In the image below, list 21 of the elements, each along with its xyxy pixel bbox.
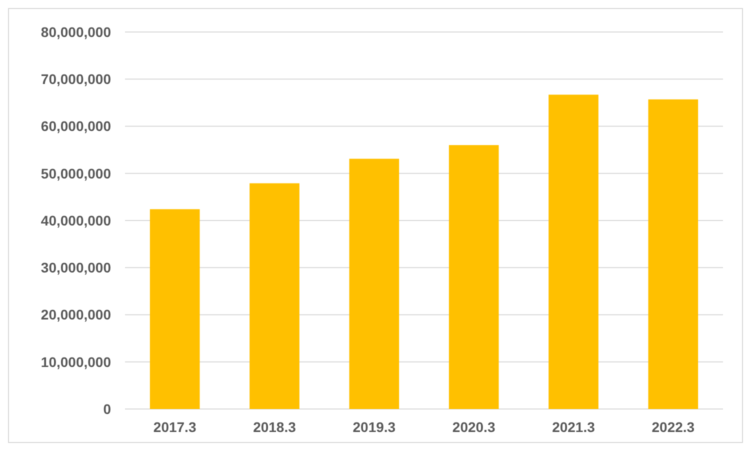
y-tick-label: 30,000,000 [40, 260, 112, 276]
y-tick-label: 40,000,000 [40, 212, 112, 228]
y-tick-label: 20,000,000 [40, 306, 112, 323]
bar [648, 99, 698, 409]
bar [150, 209, 200, 409]
x-tick-label: 2018.3 [253, 419, 296, 435]
bar [349, 158, 400, 409]
bar [548, 94, 598, 409]
y-tick-label: 80,000,000 [40, 24, 112, 40]
x-tick-label: 2019.3 [352, 419, 396, 435]
y-tick-label: 10,000,000 [40, 354, 112, 370]
y-tick-label: 50,000,000 [40, 165, 112, 182]
x-tick-label: 2022.3 [652, 419, 695, 435]
bar [250, 183, 300, 409]
x-tick-label: 2020.3 [452, 419, 496, 435]
x-tick-label: 2021.3 [552, 419, 596, 435]
y-tick-label: 60,000,000 [40, 118, 112, 134]
x-tick-label: 2017.3 [153, 419, 196, 435]
bar [448, 145, 499, 409]
y-tick-label: 0 [103, 400, 112, 417]
y-tick-label: 70,000,000 [40, 71, 112, 88]
